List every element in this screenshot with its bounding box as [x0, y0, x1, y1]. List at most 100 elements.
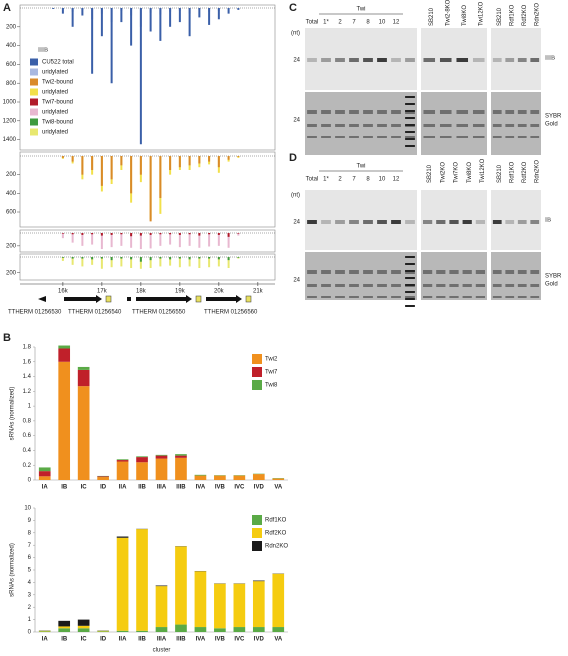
x-tick-label: IVA	[196, 637, 206, 643]
band	[335, 270, 345, 274]
band	[505, 296, 515, 298]
lane-label: 1*	[323, 20, 329, 26]
ladder-band	[405, 138, 415, 140]
x-tick-label: VA	[274, 485, 283, 491]
x-tick-label: IIA	[119, 637, 127, 643]
bar-segment	[136, 630, 148, 632]
bar-segment	[38, 467, 51, 472]
lane-label: SB210	[429, 7, 435, 26]
bar-segment	[58, 628, 71, 632]
bar-segment	[77, 366, 90, 370]
band	[423, 136, 436, 138]
legend-label: uridylated	[42, 130, 68, 136]
lane-label: 7	[352, 20, 356, 26]
y-tick-label: 1.8	[23, 345, 32, 351]
bar-segment	[77, 386, 90, 480]
bar-segment	[252, 627, 265, 632]
lane-label: 1*	[323, 177, 329, 183]
bar-segment	[116, 536, 129, 538]
legend-swatch	[30, 118, 38, 126]
band	[492, 270, 502, 274]
legend-label: CU522 total	[42, 60, 74, 66]
band	[475, 296, 486, 298]
bar-segment	[77, 619, 90, 626]
ladder-band	[405, 291, 415, 293]
legend-label: Twi8-bound	[42, 120, 73, 126]
band	[422, 284, 433, 287]
lane-label: Rdf2KO	[522, 4, 528, 26]
band	[492, 58, 502, 62]
bar-segment	[194, 571, 207, 628]
gel-lower	[421, 252, 487, 300]
band	[449, 220, 459, 224]
legend-label: uridylated	[42, 70, 68, 76]
band	[321, 220, 331, 224]
bar-segment	[38, 476, 51, 480]
bar-segment	[116, 630, 129, 632]
y-tick-label: 1.2	[23, 389, 32, 395]
size-label: 24	[293, 278, 300, 284]
bar-segment	[252, 474, 265, 480]
band	[391, 58, 401, 62]
gel-lower	[491, 252, 541, 300]
y-tick-label: 1000	[3, 100, 17, 106]
band	[472, 58, 485, 62]
band	[475, 270, 486, 274]
band	[307, 136, 317, 138]
lane-label: Rdf1KO	[509, 4, 515, 26]
legend-swatch	[252, 380, 262, 390]
y-tick-label: 4	[28, 580, 32, 586]
lane-label: 8	[366, 20, 370, 26]
band	[363, 284, 373, 287]
gene-label: TTHERM 01256530	[8, 310, 62, 316]
panel-label: D	[289, 152, 297, 164]
lane-label: Twi12KO	[478, 1, 484, 26]
bar-segment	[58, 620, 71, 627]
gene-box	[245, 295, 252, 303]
band	[349, 296, 359, 298]
ladder-band	[405, 263, 415, 265]
bar-segment	[175, 455, 187, 458]
band	[517, 284, 527, 287]
bar-segment	[136, 529, 148, 631]
band	[391, 124, 401, 127]
gel-lower	[421, 92, 487, 155]
legend-label: Twi2-bound	[42, 80, 73, 86]
band	[462, 296, 472, 298]
x-tick-label: IIB	[138, 637, 146, 643]
bar-segment	[272, 627, 285, 632]
ladder-band	[405, 270, 415, 272]
band	[321, 296, 331, 298]
band	[321, 136, 331, 138]
ladder-band	[405, 110, 415, 112]
gene-arrow	[136, 295, 192, 303]
bar-segment	[58, 361, 71, 480]
band	[505, 136, 515, 138]
band	[307, 270, 317, 274]
legend-label: Twi7	[265, 370, 278, 376]
band	[377, 296, 387, 298]
x-tick-label: IIIB	[176, 485, 186, 491]
bar-segment	[233, 627, 246, 632]
x-tick-label: IVB	[215, 637, 226, 643]
ladder-band	[405, 256, 415, 258]
bar-segment	[214, 583, 226, 629]
bar-segment	[175, 454, 187, 456]
band	[492, 124, 502, 127]
panel-label: A	[3, 2, 11, 14]
ladder-band	[405, 131, 415, 133]
legend-swatch	[30, 108, 38, 116]
band	[492, 136, 502, 138]
band	[492, 220, 502, 224]
y-tick-label: 10	[24, 506, 31, 512]
lane-label: Twi12KO	[480, 158, 486, 183]
legend-label: uridylated	[42, 90, 68, 96]
gene-label: TTHERM 01256550	[132, 310, 186, 316]
band	[307, 124, 317, 127]
bar-segment	[136, 456, 148, 458]
band	[349, 220, 359, 224]
band	[307, 220, 317, 224]
band	[439, 124, 452, 127]
